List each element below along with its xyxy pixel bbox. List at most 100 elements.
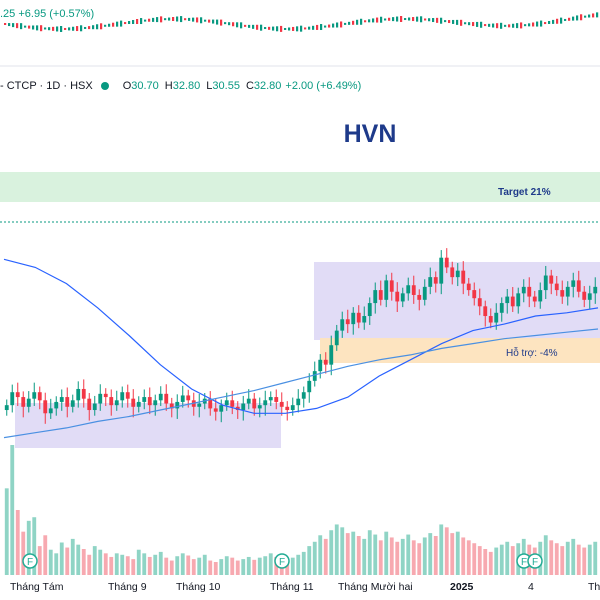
mini-candle (236, 22, 239, 28)
mini-candle (480, 21, 483, 28)
mini-candle (44, 27, 47, 30)
mini-candle (396, 16, 399, 22)
volume-bar (301, 551, 306, 575)
mini-candle (416, 16, 419, 22)
mini-candle (376, 17, 379, 23)
volume-bar (483, 549, 488, 575)
mini-candle (224, 22, 227, 25)
mini-candle (452, 19, 455, 24)
mini-candle (128, 21, 131, 25)
volume-bar (70, 538, 75, 575)
volume-bar (54, 553, 59, 575)
volume-bar (120, 554, 125, 575)
mini-candle (268, 26, 271, 30)
candle (153, 400, 158, 406)
mini-candle (552, 19, 555, 24)
candle (367, 303, 372, 317)
candle (257, 405, 262, 409)
mini-candle (324, 25, 327, 28)
candle (125, 392, 130, 399)
mini-candle (464, 22, 467, 25)
volume-bar (125, 556, 130, 575)
candle (428, 277, 433, 287)
volume-bar (186, 555, 191, 575)
volume-bar (15, 510, 20, 575)
volume-bar (268, 553, 273, 575)
legend-symbol[interactable]: - CTCP · 1D · HSX (0, 80, 93, 92)
event-marker[interactable] (274, 553, 290, 569)
candle (450, 267, 455, 278)
support-zone (320, 338, 600, 363)
mini-candle (540, 20, 543, 27)
mini-candle (576, 15, 579, 21)
candle (10, 392, 15, 406)
top-ticker-change: .25 +6.95 (+0.57%) (0, 8, 95, 20)
candle (505, 296, 510, 304)
candle (549, 275, 554, 284)
candle (389, 280, 394, 292)
event-marker-label: F (521, 557, 527, 568)
mini-candle (216, 19, 219, 25)
event-marker[interactable] (527, 553, 543, 569)
candle (323, 359, 328, 365)
mini-candle (472, 22, 475, 27)
mini-candle (296, 26, 299, 32)
candle (120, 392, 125, 401)
mini-candle (412, 17, 415, 22)
mini-candle (364, 20, 367, 23)
candle (76, 388, 81, 401)
volume-bar (180, 553, 185, 575)
legend-low-label: L (206, 80, 213, 92)
mini-candle (168, 17, 171, 21)
mini-candle (344, 22, 347, 25)
volume-bar (81, 549, 86, 575)
volume-bar (582, 547, 587, 575)
volume-bar (59, 542, 64, 575)
top-mini-chart (4, 12, 599, 32)
x-tick-label: 4 (528, 581, 534, 593)
mini-candle (328, 24, 331, 28)
mini-candle (32, 25, 35, 30)
mini-candle (248, 24, 251, 28)
mini-candle (212, 19, 215, 24)
x-tick-label: Tháng Mười hai (338, 581, 413, 593)
candle (472, 290, 477, 299)
mini-candle (108, 23, 111, 27)
volume-bar (307, 546, 312, 575)
mini-candle (84, 26, 87, 29)
candle (356, 312, 361, 323)
mini-candle (160, 16, 163, 23)
candle (378, 290, 383, 300)
accumulation-zone (15, 403, 281, 448)
mini-candle (348, 21, 351, 25)
ma-slow-line (3, 328, 599, 439)
mini-candle (136, 18, 139, 24)
volume-bar (395, 541, 400, 575)
x-axis: Tháng Tám Tháng 9 Tháng 10 Tháng 11 Tháng Mư… (10, 581, 600, 593)
volume-bar (109, 556, 114, 575)
candle (235, 406, 240, 411)
mini-candle (96, 24, 99, 30)
candle (175, 401, 180, 409)
mini-candle (508, 24, 511, 28)
candle (433, 277, 438, 284)
candle (439, 257, 444, 284)
legend-open-value: 30.70 (131, 80, 159, 92)
volume-bar (10, 445, 15, 575)
event-marker[interactable] (22, 553, 38, 569)
volume-bar (373, 534, 378, 575)
volume-bar (153, 554, 158, 575)
mini-candle (12, 23, 15, 28)
target-zone (0, 172, 600, 202)
mini-candle (520, 22, 523, 29)
volume-bar (593, 541, 598, 575)
mini-candle (368, 19, 371, 23)
volume-bar (241, 559, 246, 575)
mini-candle (20, 23, 23, 30)
mini-candle (476, 21, 479, 27)
mini-candle (524, 24, 527, 27)
volume-bar (158, 551, 163, 575)
mini-candle (112, 22, 115, 27)
candle (296, 398, 301, 406)
